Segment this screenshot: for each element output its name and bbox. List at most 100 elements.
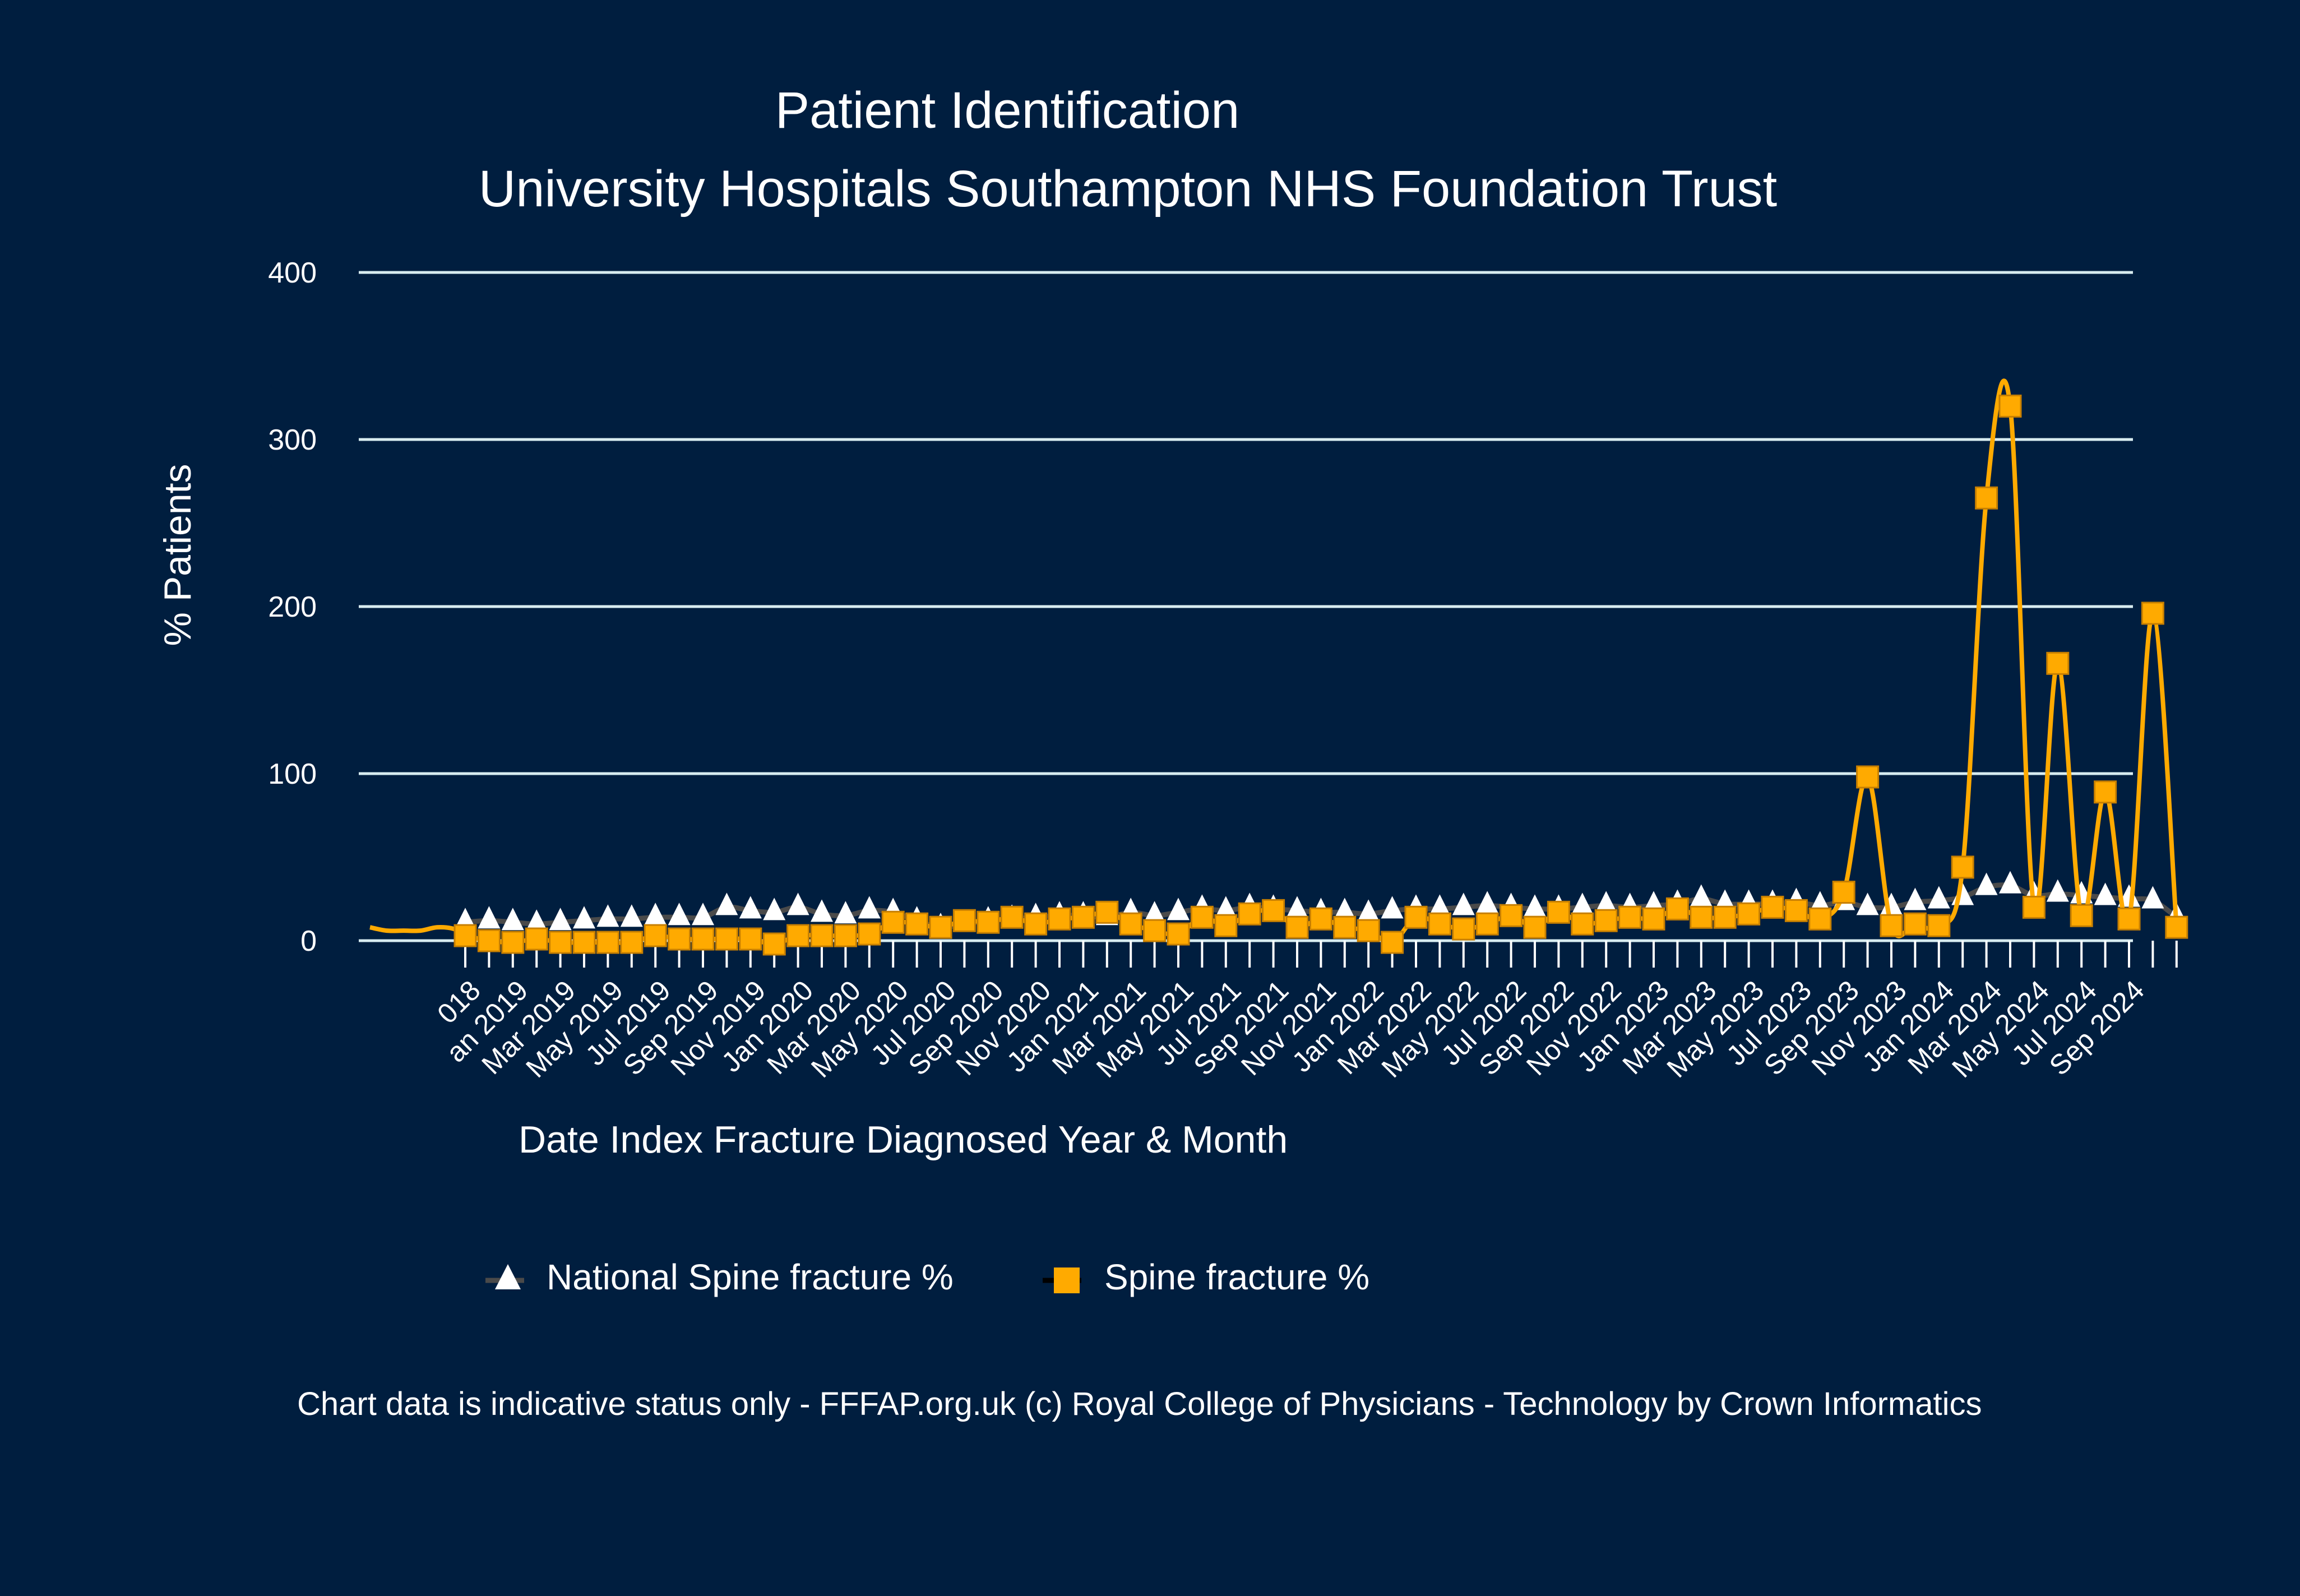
spine-point [1404, 905, 1428, 929]
national-point [596, 904, 619, 927]
national-point [668, 903, 691, 926]
spine-point [2165, 915, 2188, 939]
spine-point [1048, 907, 1071, 931]
spine-point [834, 924, 857, 947]
spine-point [1998, 394, 2022, 418]
spine-point [1665, 897, 1689, 920]
spine-point [1167, 922, 1190, 946]
spine-point [2117, 907, 2141, 931]
spine-point [858, 922, 881, 946]
national-point [786, 892, 809, 915]
spine-point [2141, 602, 2164, 625]
spine-point [596, 931, 619, 954]
national-point [644, 903, 667, 926]
y-tick-label: 300 [268, 424, 317, 456]
spine-point [1856, 765, 1880, 789]
footer-note: Chart data is indicative status only - F… [297, 1386, 1982, 1422]
spine-point [1927, 914, 1951, 937]
spine-point [1238, 902, 1261, 926]
national-point [573, 906, 595, 929]
spine-point [1547, 900, 1570, 924]
spine-point [1262, 899, 1285, 922]
national-point [715, 892, 738, 915]
national-point [620, 904, 643, 927]
national-point [739, 896, 762, 919]
plot-area [369, 378, 2188, 956]
spine-point [620, 931, 644, 954]
national-point [1143, 901, 1166, 924]
spine-point [1143, 919, 1167, 942]
spine-point [1618, 905, 1642, 929]
spine-point [739, 927, 762, 951]
national-point [1333, 898, 1356, 920]
spine-point [786, 924, 810, 947]
spine-point [810, 924, 834, 947]
legend: National Spine fracture % Spine fracture… [485, 1257, 1369, 1297]
national-point [1927, 886, 1950, 909]
spine-point [1428, 912, 1451, 936]
spine-point [1333, 915, 1357, 939]
spine-point [1808, 907, 1832, 931]
spine-point [1452, 917, 1475, 941]
spine-point [644, 924, 667, 947]
spine-point [668, 927, 691, 951]
national-point [1214, 896, 1237, 919]
y-axis-ticks: 0 100 200 300 400 [268, 257, 317, 957]
spine-point [1071, 905, 1095, 929]
chart-subtitle: University Hospitals Southampton NHS Fou… [479, 160, 1777, 218]
y-tick-label: 400 [268, 257, 317, 289]
spine-point [1642, 907, 1665, 931]
spine-point [929, 915, 952, 939]
spine-leadin-line [369, 925, 467, 938]
y-tick-label: 0 [300, 925, 317, 957]
spine-point [881, 910, 905, 934]
national-point [834, 901, 857, 924]
national-point [1167, 898, 1190, 920]
y-tick-label: 100 [268, 758, 317, 790]
spine-point [762, 932, 786, 956]
national-point [1690, 884, 1713, 907]
national-point [1381, 896, 1404, 919]
x-axis-title: Date Index Fracture Diagnosed Year & Mon… [519, 1118, 1288, 1161]
national-point [1428, 894, 1451, 917]
spine-point [1500, 904, 1523, 927]
chart-title: Patient Identification [775, 82, 1240, 139]
grid [359, 271, 2133, 775]
legend-label-national: National Spine fracture % [547, 1257, 954, 1297]
spine-point [977, 910, 1000, 934]
spine-point [1903, 912, 1927, 936]
y-tick-label: 200 [268, 591, 317, 623]
national-point [1595, 891, 1618, 914]
national-point [1904, 887, 1927, 910]
spine-point [1832, 881, 1855, 904]
legend-label-spine: Spine fracture % [1104, 1257, 1369, 1297]
national-point [1571, 892, 1594, 915]
spine-point [1095, 900, 1119, 924]
spine-point [1285, 915, 1309, 939]
spine-point [2022, 895, 2046, 919]
spine-point [1214, 914, 1238, 937]
spine-point [477, 929, 501, 952]
spine-point [1357, 919, 1380, 942]
national-point [1357, 899, 1380, 922]
spine-point [1784, 899, 1808, 922]
spine-point [2094, 780, 2117, 804]
spine-point [453, 924, 477, 947]
national-point [1286, 896, 1308, 919]
national-point [692, 903, 714, 926]
national-point [478, 906, 501, 929]
spine-point [572, 931, 596, 954]
spine-point [1475, 912, 1499, 936]
national-point [2141, 886, 2164, 909]
spine-point [691, 927, 715, 951]
spine-point [1000, 905, 1024, 929]
spine-point [1594, 909, 1618, 932]
national-point [501, 908, 524, 931]
spine-point [1951, 855, 1974, 879]
national-point [763, 898, 786, 920]
spine-point [1713, 905, 1737, 929]
spine-point [501, 931, 525, 954]
spine-point [1309, 907, 1332, 931]
